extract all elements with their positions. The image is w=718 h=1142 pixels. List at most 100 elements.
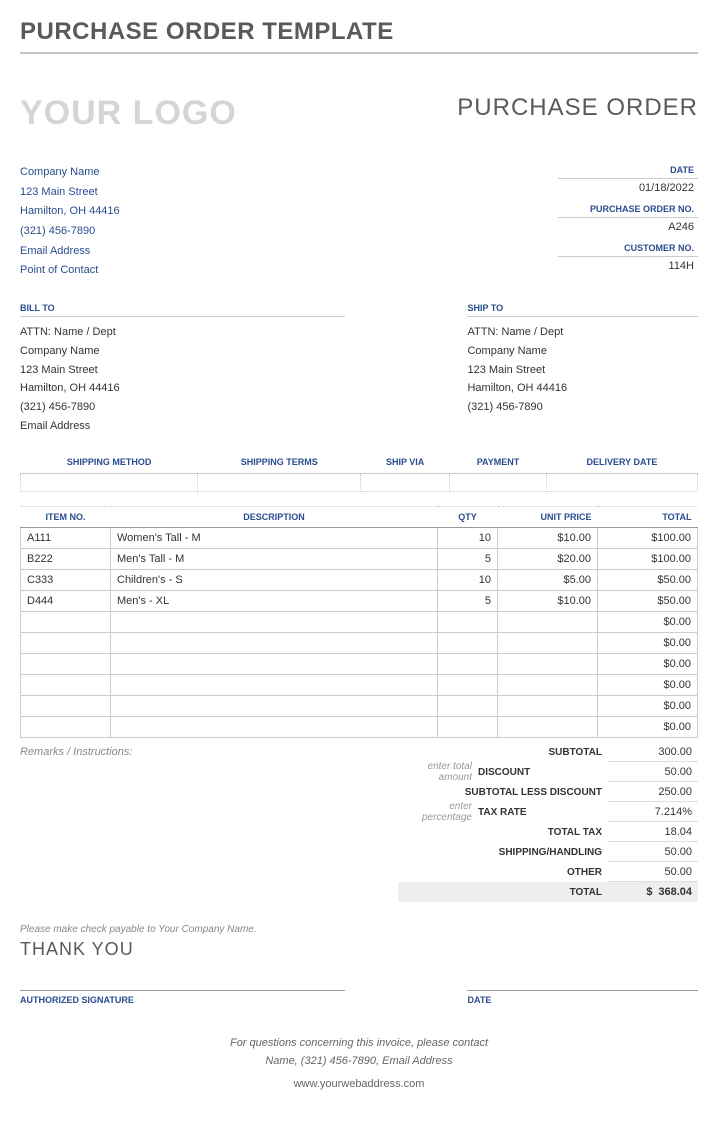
item-cell-total[interactable]: $100.00: [598, 528, 698, 549]
item-cell-qty[interactable]: [438, 654, 498, 675]
bill-attn: ATTN: Name / Dept: [20, 323, 345, 342]
item-cell-price[interactable]: [498, 633, 598, 654]
item-row: $0.00: [21, 654, 698, 675]
item-cell-desc[interactable]: [111, 633, 438, 654]
item-cell-desc[interactable]: Men's Tall - M: [111, 549, 438, 570]
bill-phone: (321) 456-7890: [20, 398, 345, 417]
ship-attn: ATTN: Name / Dept: [467, 323, 698, 342]
subtotal-label: SUBTOTAL: [398, 747, 608, 758]
company-contact: Point of Contact: [20, 261, 120, 280]
item-row: $0.00: [21, 717, 698, 738]
item-cell-qty[interactable]: [438, 696, 498, 717]
item-cell-total[interactable]: $0.00: [598, 717, 698, 738]
item-cell-total[interactable]: $0.00: [598, 696, 698, 717]
item-cell-price[interactable]: $10.00: [498, 591, 598, 612]
item-cell-desc[interactable]: [111, 612, 438, 633]
item-cell-total[interactable]: $50.00: [598, 570, 698, 591]
taxrate-hint: enter percentage: [398, 801, 478, 823]
discount-label: DISCOUNT: [478, 767, 608, 778]
bottom-section: Remarks / Instructions: SUBTOTAL300.00 e…: [20, 742, 698, 902]
ship-th-via: SHIP VIA: [361, 451, 450, 474]
bill-street: 123 Main Street: [20, 361, 345, 380]
item-cell-price[interactable]: [498, 696, 598, 717]
item-row: $0.00: [21, 633, 698, 654]
item-cell-item[interactable]: [21, 717, 111, 738]
ship-th-method: SHIPPING METHOD: [21, 451, 198, 474]
company-street: 123 Main Street: [20, 183, 120, 202]
ship-cell[interactable]: [450, 474, 547, 492]
tax-label: TOTAL TAX: [398, 827, 608, 838]
item-cell-qty[interactable]: 5: [438, 591, 498, 612]
item-cell-qty[interactable]: 5: [438, 549, 498, 570]
ship-to: SHIP TO ATTN: Name / Dept Company Name 1…: [467, 303, 698, 435]
items-th-price: UNIT PRICE: [498, 507, 598, 528]
bill-to: BILL TO ATTN: Name / Dept Company Name 1…: [20, 303, 345, 435]
item-cell-item[interactable]: [21, 696, 111, 717]
item-cell-price[interactable]: $10.00: [498, 528, 598, 549]
totals-box: SUBTOTAL300.00 enter total amountDISCOUN…: [398, 742, 698, 902]
item-cell-item[interactable]: [21, 675, 111, 696]
item-cell-item[interactable]: B222: [21, 549, 111, 570]
bill-to-header: BILL TO: [20, 303, 345, 317]
item-cell-qty[interactable]: 10: [438, 570, 498, 591]
item-cell-item[interactable]: D444: [21, 591, 111, 612]
item-cell-total[interactable]: $0.00: [598, 612, 698, 633]
item-cell-total[interactable]: $100.00: [598, 549, 698, 570]
item-cell-price[interactable]: [498, 612, 598, 633]
item-cell-desc[interactable]: Children's - S: [111, 570, 438, 591]
footer-line2: Name, (321) 456-7890, Email Address: [20, 1053, 698, 1071]
ship-cell[interactable]: [21, 474, 198, 492]
item-row: B222Men's Tall - M5$20.00$100.00: [21, 549, 698, 570]
item-cell-desc[interactable]: [111, 696, 438, 717]
item-cell-desc[interactable]: [111, 717, 438, 738]
ship-cell[interactable]: [546, 474, 697, 492]
subless-value: 250.00: [608, 782, 698, 802]
item-cell-total[interactable]: $0.00: [598, 633, 698, 654]
footer-web: www.yourwebaddress.com: [20, 1076, 698, 1094]
item-cell-item[interactable]: [21, 654, 111, 675]
item-cell-price[interactable]: [498, 717, 598, 738]
header-row: YOUR LOGO PURCHASE ORDER: [20, 94, 698, 133]
item-cell-item[interactable]: [21, 633, 111, 654]
item-cell-desc[interactable]: [111, 675, 438, 696]
subless-label: SUBTOTAL LESS DISCOUNT: [398, 787, 608, 798]
item-cell-desc[interactable]: Women's Tall - M: [111, 528, 438, 549]
item-cell-item[interactable]: C333: [21, 570, 111, 591]
item-cell-desc[interactable]: [111, 654, 438, 675]
items-th-desc: DESCRIPTION: [111, 507, 438, 528]
item-cell-total[interactable]: $50.00: [598, 591, 698, 612]
items-th-qty: QTY: [438, 507, 498, 528]
item-cell-qty[interactable]: 10: [438, 528, 498, 549]
item-cell-item[interactable]: A111: [21, 528, 111, 549]
item-cell-item[interactable]: [21, 612, 111, 633]
date-line: [467, 990, 698, 991]
item-cell-price[interactable]: $5.00: [498, 570, 598, 591]
item-cell-qty[interactable]: [438, 633, 498, 654]
item-cell-price[interactable]: $20.00: [498, 549, 598, 570]
item-cell-price[interactable]: [498, 654, 598, 675]
item-row: $0.00: [21, 612, 698, 633]
ship-row: [21, 474, 698, 492]
subtotal-value: 300.00: [608, 742, 698, 762]
ship-to-header: SHIP TO: [467, 303, 698, 317]
footer-line1: For questions concerning this invoice, p…: [20, 1035, 698, 1053]
ship-cell[interactable]: [361, 474, 450, 492]
meta-date-value: 01/18/2022: [558, 179, 698, 202]
signature-label: AUTHORIZED SIGNATURE: [20, 995, 345, 1005]
item-cell-total[interactable]: $0.00: [598, 675, 698, 696]
bill-email: Email Address: [20, 417, 345, 436]
company-info: Company Name 123 Main Street Hamilton, O…: [20, 163, 120, 281]
item-cell-desc[interactable]: Men's - XL: [111, 591, 438, 612]
item-cell-total[interactable]: $0.00: [598, 654, 698, 675]
meta-date-label: DATE: [558, 163, 698, 179]
company-name: Company Name: [20, 163, 120, 182]
item-cell-qty[interactable]: [438, 717, 498, 738]
item-cell-qty[interactable]: [438, 612, 498, 633]
ship-cell[interactable]: [198, 474, 361, 492]
date-block: DATE: [467, 990, 698, 1005]
item-cell-qty[interactable]: [438, 675, 498, 696]
shiphand-value: 50.00: [608, 842, 698, 862]
bill-company: Company Name: [20, 342, 345, 361]
item-cell-price[interactable]: [498, 675, 598, 696]
item-row: D444Men's - XL5$10.00$50.00: [21, 591, 698, 612]
